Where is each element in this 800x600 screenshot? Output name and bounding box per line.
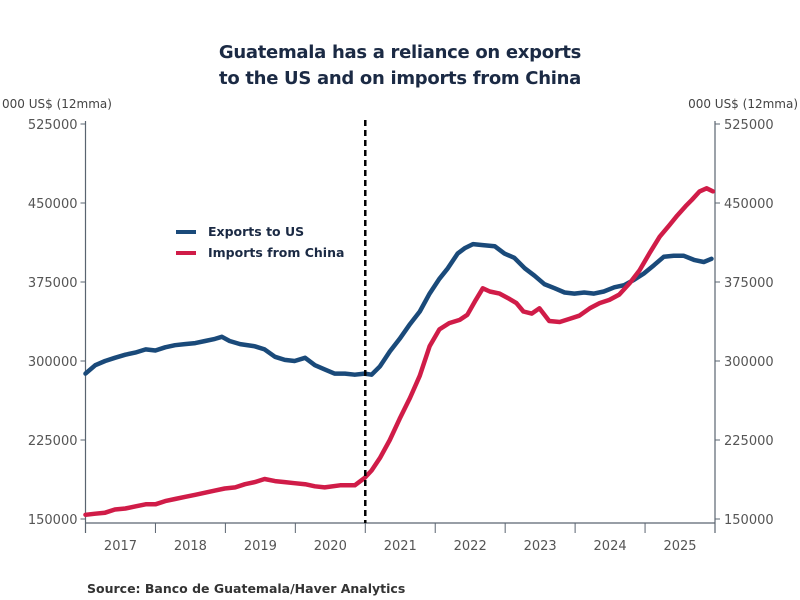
x-tick-label: 2019 [244, 539, 277, 554]
y-tick-label-right: 300000 [724, 355, 774, 370]
legend-label-imports: Imports from China [208, 245, 345, 260]
x-tick-label: 2021 [384, 539, 417, 554]
y-tick-label-left: 375000 [28, 276, 78, 291]
chart-title-line-2: to the US and on imports from China [219, 68, 581, 89]
y-tick-label-right: 225000 [724, 434, 774, 449]
series-line-imports-from-china [83, 186, 716, 518]
legend-swatch-imports [176, 250, 196, 255]
y-tick-label-right: 525000 [724, 118, 774, 133]
legend-item-imports: Imports from China [176, 242, 344, 263]
x-tick-label: 2022 [454, 539, 487, 554]
legend-swatch-exports [176, 229, 196, 234]
y-tick-label-left: 225000 [28, 434, 78, 449]
x-tick-label: 2018 [174, 539, 207, 554]
x-tick-label: 2024 [594, 539, 627, 554]
y-tick-label-left: 300000 [28, 355, 78, 370]
y-tick-label-left: 450000 [28, 197, 78, 212]
x-tick-label: 2017 [104, 539, 137, 554]
x-tick-label: 2025 [663, 539, 696, 554]
chart-title: Guatemala has a reliance on exports to t… [0, 40, 800, 92]
y-tick-label-right: 150000 [724, 513, 774, 528]
y-tick-label-left: 150000 [28, 513, 78, 528]
legend-label-exports: Exports to US [208, 224, 305, 239]
x-tick-label: 2020 [314, 539, 347, 554]
right-axis-unit-label: 000 US$ (12mma) [688, 97, 798, 111]
x-tick-label: 2023 [524, 539, 557, 554]
series-line-exports-to-us [83, 241, 714, 377]
source-note: Source: Banco de Guatemala/Haver Analyti… [87, 581, 406, 596]
legend-item-exports: Exports to US [176, 221, 344, 242]
legend: Exports to US Imports from China [176, 221, 344, 263]
chart-title-line-1: Guatemala has a reliance on exports [218, 42, 582, 63]
y-tick-label-right: 450000 [724, 197, 774, 212]
y-tick-label-right: 375000 [724, 276, 774, 291]
left-axis-unit-label: 000 US$ (12mma) [2, 97, 112, 111]
y-tick-label-left: 525000 [28, 118, 78, 133]
